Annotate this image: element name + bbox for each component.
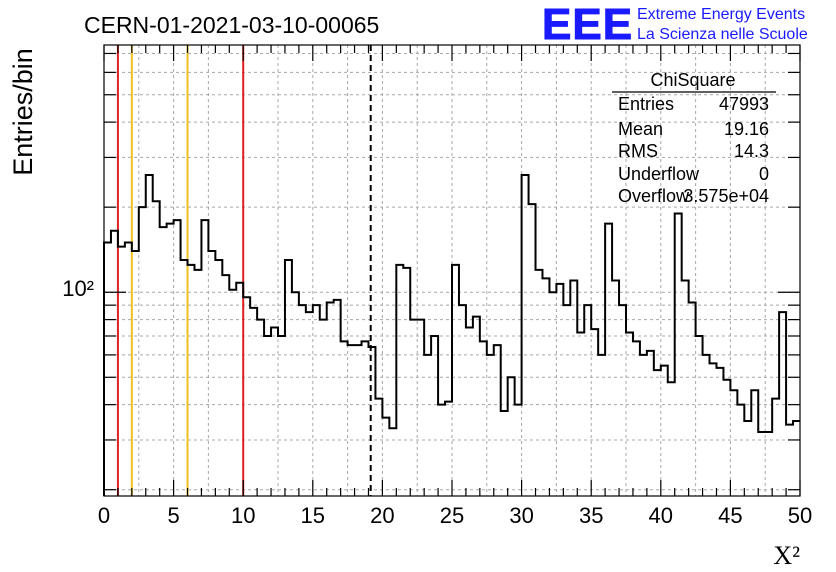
logo: EEE Extreme Energy Events La Scienza nel… xyxy=(542,0,808,50)
stats-label-entries: Entries xyxy=(618,94,674,114)
x-tick-label: 15 xyxy=(301,503,325,528)
stats-value-overflow: 3.575e+04 xyxy=(683,186,769,206)
chart-title: CERN-01-2021-03-10-00065 xyxy=(84,12,379,38)
stats-value-entries: 47993 xyxy=(719,94,769,114)
stats-value-rms: 14.3 xyxy=(734,141,769,161)
x-tick-label: 5 xyxy=(167,503,179,528)
x-tick-label: 25 xyxy=(440,503,464,528)
x-axis-label: X² xyxy=(773,541,800,570)
histogram-line xyxy=(103,173,800,496)
logo-line-1: Extreme Energy Events xyxy=(637,6,805,23)
stats-value-mean: 19.16 xyxy=(724,119,769,139)
x-tick-label: 40 xyxy=(649,503,673,528)
logo-mark: EEE xyxy=(542,0,633,49)
y-axis-label: Entries/bin xyxy=(8,48,38,176)
x-tick-label: 35 xyxy=(579,503,603,528)
stats-label-underflow: Underflow xyxy=(618,164,700,184)
stats-box: ChiSquare Entries 47993 Mean 19.16 RMS 1… xyxy=(612,70,776,206)
stats-title: ChiSquare xyxy=(650,70,735,90)
x-tick-labels: 0 5 10 15 20 25 30 35 40 45 50 xyxy=(98,503,812,528)
marker-lines xyxy=(116,45,372,496)
x-tick-label: 0 xyxy=(98,503,110,528)
x-tick-label: 20 xyxy=(370,503,394,528)
stats-value-underflow: 0 xyxy=(759,164,769,184)
stats-label-mean: Mean xyxy=(618,119,663,139)
x-tick-label: 30 xyxy=(509,503,533,528)
x-tick-label: 10 xyxy=(231,503,255,528)
axis-ticks xyxy=(103,45,801,496)
stats-label-rms: RMS xyxy=(618,141,658,161)
stats-label-overflow: Overflow xyxy=(618,186,690,206)
y-tick-label: 10² xyxy=(62,276,94,301)
x-tick-label: 50 xyxy=(788,503,812,528)
logo-line-2: La Scienza nelle Scuole xyxy=(637,26,808,43)
x-tick-label: 45 xyxy=(718,503,742,528)
